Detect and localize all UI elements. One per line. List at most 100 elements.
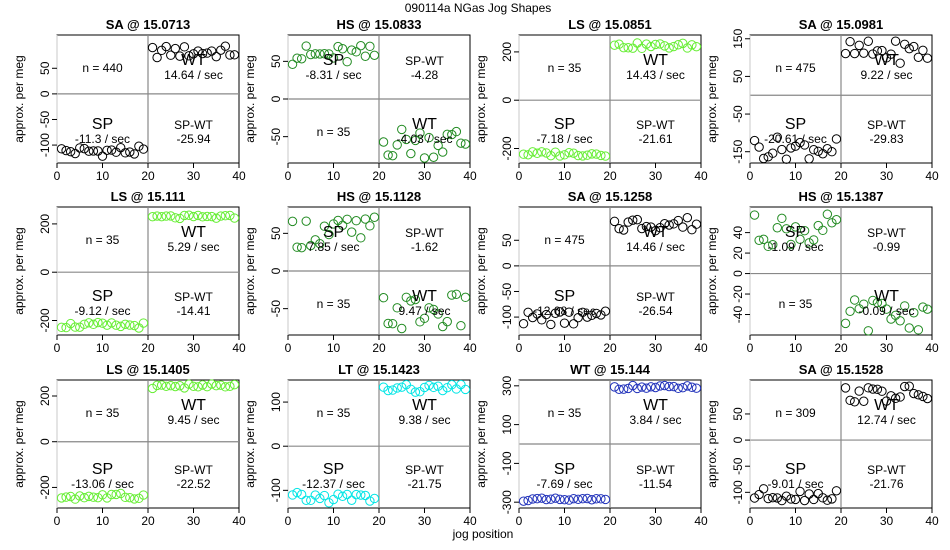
data-point (383, 385, 393, 396)
data-point (424, 380, 434, 391)
y-tick-label: -50 (38, 110, 52, 128)
data-point (659, 41, 670, 51)
data-point (397, 124, 407, 135)
data-point (541, 494, 551, 505)
n-count-label: n = 35 (548, 406, 582, 420)
data-point (419, 153, 430, 163)
data-point (527, 494, 538, 504)
y-axis-label: approx. per meg (12, 55, 26, 142)
data-point (351, 47, 361, 57)
sp-wt-value: -1.62 (411, 240, 439, 254)
data-point (600, 306, 611, 316)
data-point (447, 290, 457, 300)
data-point (872, 384, 883, 395)
data-point (451, 126, 462, 137)
y-tick-label: 50 (269, 226, 283, 240)
data-point (129, 149, 140, 159)
data-point (758, 153, 769, 164)
data-point (763, 241, 773, 252)
data-point (392, 383, 402, 393)
data-point (582, 150, 592, 160)
data-point (641, 383, 652, 393)
x-tick-label: 20 (603, 169, 617, 183)
wt-rate-label: -4.03 / sec (396, 132, 452, 146)
data-point (831, 486, 842, 496)
sp-label: SP (554, 461, 575, 478)
n-count-label: n = 440 (82, 61, 123, 75)
data-point (93, 492, 103, 503)
data-point (419, 382, 430, 393)
x-tick-label: 20 (834, 169, 848, 183)
data-point (106, 145, 117, 155)
data-point (623, 43, 633, 53)
data-point (296, 54, 307, 64)
data-point (772, 493, 782, 503)
data-point (342, 489, 352, 500)
data-point (831, 134, 842, 144)
data-point (410, 387, 421, 397)
data-point (650, 39, 661, 50)
panel-title: WT @ 15.144 (570, 362, 651, 377)
sp-wt-label: SP-WT (867, 118, 906, 132)
data-point (673, 383, 683, 394)
data-point (618, 384, 629, 394)
sp-rate-label: -9.12 / sec (74, 304, 130, 318)
data-point (900, 381, 910, 392)
sp-wt-value: -21.75 (407, 477, 441, 491)
data-point (831, 214, 842, 225)
sp-wt-label: SP-WT (636, 118, 675, 132)
y-tick-label: 0 (269, 95, 283, 102)
x-tick-label: 40 (463, 169, 477, 183)
data-point (886, 49, 896, 59)
sp-rate-label: -12.08 / sec (533, 304, 596, 318)
data-point (65, 146, 76, 157)
data-point (881, 304, 892, 314)
sp-wt-label: SP-WT (867, 463, 906, 477)
data-point (292, 242, 302, 252)
data-point (749, 210, 760, 220)
data-point (596, 150, 606, 161)
data-point (518, 319, 529, 329)
x-tick-label: 0 (285, 341, 292, 355)
sp-label: SP (785, 461, 806, 478)
data-point (918, 302, 928, 312)
data-point (324, 229, 334, 240)
data-point (61, 492, 71, 502)
data-point (442, 316, 452, 327)
data-point (97, 151, 108, 161)
data-point (900, 301, 910, 311)
data-point (609, 382, 620, 392)
data-point (207, 46, 217, 56)
x-tick-label: 40 (925, 514, 939, 528)
y-tick-label: 200 (38, 386, 52, 406)
data-point (922, 304, 933, 314)
data-point (618, 225, 629, 235)
data-point (646, 41, 656, 52)
data-point (691, 383, 702, 393)
data-point (913, 52, 924, 63)
data-point (337, 491, 348, 501)
x-tick-label: 20 (141, 341, 155, 355)
data-point (909, 41, 919, 52)
figure-suptitle: 090114a NGas Jog Shapes (405, 1, 552, 15)
data-point (673, 215, 683, 226)
data-point (56, 322, 67, 333)
data-point (360, 51, 371, 61)
data-point (197, 212, 208, 222)
x-tick-label: 30 (418, 341, 432, 355)
data-point (451, 289, 462, 299)
data-point (618, 42, 629, 53)
chart-panel-7: SA @ 15.1258 0 10 20 30 40 -100 -50 0 50 approx. p… (474, 189, 708, 355)
x-tick-label: 40 (463, 341, 477, 355)
data-point (909, 388, 919, 399)
n-count-label: n = 35 (779, 297, 813, 311)
data-point (859, 299, 869, 309)
data-point (772, 223, 782, 233)
x-tick-label: 30 (649, 169, 663, 183)
data-point (175, 213, 185, 224)
data-point (854, 40, 864, 51)
panel-title: LT @ 15.1423 (338, 362, 420, 377)
sp-rate-label: -13.06 / sec (71, 477, 134, 491)
data-point (904, 43, 914, 54)
